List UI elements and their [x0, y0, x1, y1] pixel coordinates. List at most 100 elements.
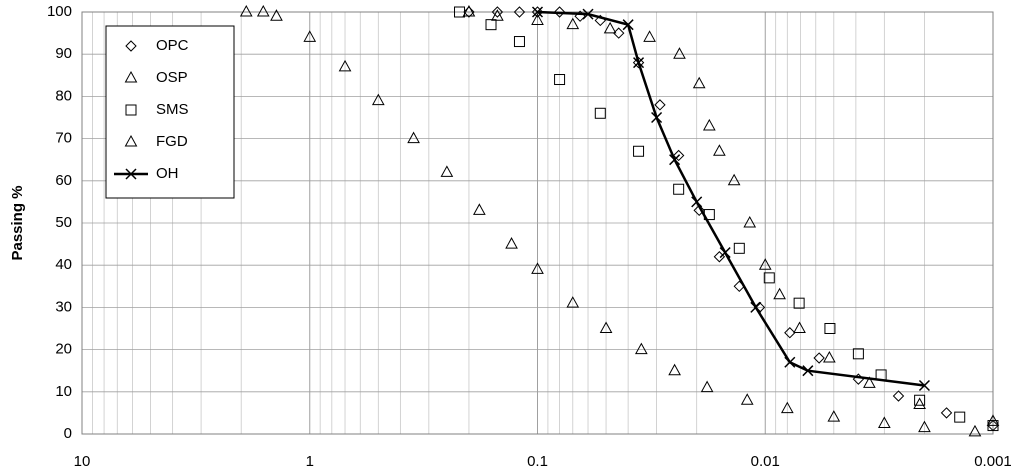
triangle-marker	[758, 258, 772, 270]
triangle-marker	[491, 9, 504, 21]
y-tick-label: 50	[55, 214, 72, 231]
square-marker	[914, 394, 926, 406]
triangle-marker	[462, 4, 476, 17]
diamond-marker	[892, 390, 905, 402]
triangle-marker	[673, 47, 686, 59]
diamond-marker	[513, 6, 526, 18]
triangle-marker	[713, 144, 726, 156]
triangle-marker	[124, 70, 138, 83]
square-marker	[763, 272, 775, 284]
y-tick-label: 70	[55, 130, 72, 147]
triangle-marker	[823, 351, 836, 363]
triangle-marker	[303, 30, 317, 42]
cross-marker	[918, 379, 930, 392]
square-marker	[673, 183, 685, 195]
cross-marker	[622, 19, 634, 31]
triangle-marker	[700, 380, 714, 393]
triangle-marker	[877, 416, 891, 428]
cross-marker	[125, 168, 137, 180]
triangle-marker	[371, 93, 385, 106]
diamond-marker	[632, 56, 645, 69]
triangle-marker	[599, 321, 613, 333]
triangle-marker	[918, 420, 931, 433]
y-axis-label: Passing %	[9, 185, 26, 260]
triangle-marker	[566, 17, 580, 30]
square-marker	[954, 411, 966, 423]
y-tick-label: 60	[55, 172, 72, 189]
cross-marker	[582, 8, 594, 20]
triangle-marker	[863, 376, 876, 388]
cross-marker	[531, 6, 544, 18]
y-tick-label: 40	[55, 256, 72, 273]
x-tick-label: 0.001	[974, 453, 1012, 470]
diamond-marker	[813, 352, 825, 364]
triangle-marker	[773, 287, 786, 300]
square-marker	[852, 348, 864, 360]
triangle-marker	[531, 13, 544, 25]
y-tick-label: 100	[47, 3, 72, 20]
cross-marker	[719, 247, 731, 259]
triangle-marker	[827, 410, 841, 422]
square-marker	[633, 145, 645, 157]
diamond-marker	[784, 327, 796, 339]
cross-marker	[750, 301, 762, 313]
cross-marker	[802, 365, 814, 377]
triangle-marker	[968, 424, 982, 437]
triangle-marker	[743, 215, 757, 228]
triangle-marker	[740, 393, 754, 405]
y-tick-label: 20	[55, 341, 72, 358]
cross-marker	[633, 57, 645, 69]
cross-marker	[651, 111, 663, 124]
diamond-marker	[531, 6, 544, 18]
x-tick-label: 1	[306, 453, 314, 470]
cross-marker	[691, 196, 703, 208]
y-tick-label: 80	[55, 87, 72, 104]
legend-label: OH	[156, 165, 179, 182]
triangle-marker	[566, 296, 580, 308]
diamond-marker	[654, 99, 666, 111]
triangle-marker	[727, 173, 741, 186]
diamond-marker	[693, 204, 705, 217]
triangle-marker	[668, 363, 681, 376]
y-tick-label: 0	[64, 425, 72, 442]
square-marker	[513, 36, 525, 48]
triangle-marker	[531, 262, 544, 274]
triangle-marker	[702, 118, 716, 131]
y-tick-label: 90	[55, 45, 72, 62]
diamond-marker	[553, 6, 566, 18]
square-marker	[824, 323, 836, 334]
cross-marker	[669, 154, 681, 166]
square-marker	[554, 74, 566, 86]
diamond-marker	[940, 407, 953, 419]
triangle-marker	[256, 4, 270, 17]
triangle-marker	[407, 131, 420, 144]
triangle-marker	[793, 321, 806, 333]
triangle-marker	[270, 9, 283, 21]
diamond-marker	[672, 149, 685, 162]
diamond-marker	[491, 6, 504, 18]
cross-marker	[784, 356, 796, 368]
triangle-marker	[692, 76, 706, 89]
legend-label: SMS	[156, 101, 189, 118]
x-tick-label: 10	[74, 453, 91, 470]
x-tick-label: 0.1	[527, 453, 548, 470]
square-marker	[125, 104, 137, 116]
square-marker	[454, 6, 466, 18]
triangle-marker	[986, 414, 1000, 426]
triangle-marker	[913, 397, 926, 409]
triangle-marker	[643, 30, 656, 42]
triangle-marker	[440, 165, 454, 177]
x-tick-label: 0.01	[751, 453, 780, 470]
triangle-marker	[124, 134, 138, 147]
triangle-marker	[473, 203, 486, 215]
square-marker	[733, 242, 745, 254]
triangle-marker	[634, 342, 648, 355]
diamond-marker	[125, 40, 137, 52]
triangle-marker	[239, 4, 253, 17]
square-marker	[793, 297, 805, 309]
square-marker	[485, 19, 497, 31]
legend-label: FGD	[156, 133, 188, 150]
triangle-marker	[338, 59, 352, 72]
series-line	[537, 10, 925, 387]
